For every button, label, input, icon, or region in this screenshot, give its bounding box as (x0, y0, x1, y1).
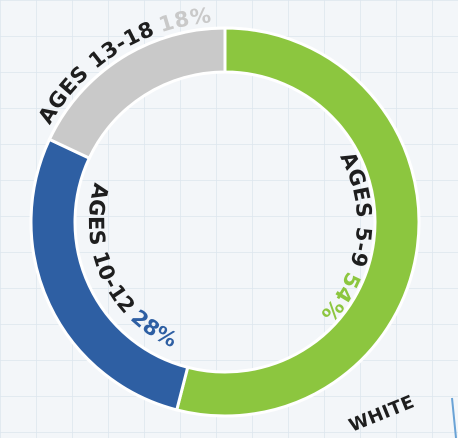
donut-segment (174, 26, 421, 418)
annotation-line (451, 397, 457, 438)
donut-segment (47, 26, 227, 161)
